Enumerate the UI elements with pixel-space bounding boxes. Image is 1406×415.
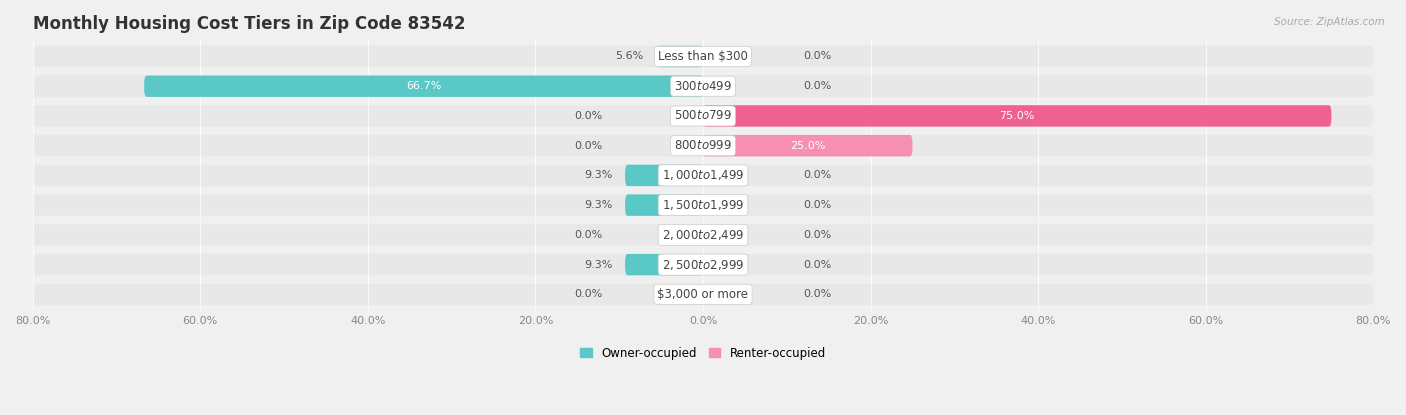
Text: 0.0%: 0.0% xyxy=(804,171,832,181)
Text: $800 to $999: $800 to $999 xyxy=(673,139,733,152)
FancyBboxPatch shape xyxy=(32,105,1374,127)
Text: 9.3%: 9.3% xyxy=(583,200,613,210)
FancyBboxPatch shape xyxy=(703,105,1331,127)
Text: 0.0%: 0.0% xyxy=(574,141,602,151)
Text: 0.0%: 0.0% xyxy=(574,111,602,121)
FancyBboxPatch shape xyxy=(32,165,1374,186)
Text: $3,000 or more: $3,000 or more xyxy=(658,288,748,301)
FancyBboxPatch shape xyxy=(626,254,703,275)
Text: 0.0%: 0.0% xyxy=(804,81,832,91)
Text: 66.7%: 66.7% xyxy=(406,81,441,91)
Text: 75.0%: 75.0% xyxy=(1000,111,1035,121)
FancyBboxPatch shape xyxy=(703,135,912,156)
Text: Less than $300: Less than $300 xyxy=(658,50,748,63)
FancyBboxPatch shape xyxy=(145,76,703,97)
FancyBboxPatch shape xyxy=(32,283,1374,305)
Text: $1,500 to $1,999: $1,500 to $1,999 xyxy=(662,198,744,212)
Text: Source: ZipAtlas.com: Source: ZipAtlas.com xyxy=(1274,17,1385,27)
Text: $2,500 to $2,999: $2,500 to $2,999 xyxy=(662,258,744,271)
Text: $2,000 to $2,499: $2,000 to $2,499 xyxy=(662,228,744,242)
Text: 0.0%: 0.0% xyxy=(574,230,602,240)
Text: 0.0%: 0.0% xyxy=(804,51,832,61)
Text: $300 to $499: $300 to $499 xyxy=(673,80,733,93)
Text: 9.3%: 9.3% xyxy=(583,260,613,270)
FancyBboxPatch shape xyxy=(32,135,1374,156)
FancyBboxPatch shape xyxy=(32,46,1374,67)
FancyBboxPatch shape xyxy=(657,46,703,67)
Text: Monthly Housing Cost Tiers in Zip Code 83542: Monthly Housing Cost Tiers in Zip Code 8… xyxy=(32,15,465,33)
Text: 0.0%: 0.0% xyxy=(804,200,832,210)
Legend: Owner-occupied, Renter-occupied: Owner-occupied, Renter-occupied xyxy=(575,342,831,364)
Text: 25.0%: 25.0% xyxy=(790,141,825,151)
Text: 9.3%: 9.3% xyxy=(583,171,613,181)
FancyBboxPatch shape xyxy=(626,165,703,186)
Text: 0.0%: 0.0% xyxy=(804,260,832,270)
FancyBboxPatch shape xyxy=(626,195,703,216)
Text: 0.0%: 0.0% xyxy=(804,230,832,240)
Text: $500 to $799: $500 to $799 xyxy=(673,110,733,122)
FancyBboxPatch shape xyxy=(32,224,1374,246)
FancyBboxPatch shape xyxy=(32,254,1374,275)
FancyBboxPatch shape xyxy=(32,76,1374,97)
Text: 0.0%: 0.0% xyxy=(574,289,602,299)
Text: 5.6%: 5.6% xyxy=(616,51,644,61)
FancyBboxPatch shape xyxy=(32,195,1374,216)
Text: 0.0%: 0.0% xyxy=(804,289,832,299)
Text: $1,000 to $1,499: $1,000 to $1,499 xyxy=(662,168,744,183)
